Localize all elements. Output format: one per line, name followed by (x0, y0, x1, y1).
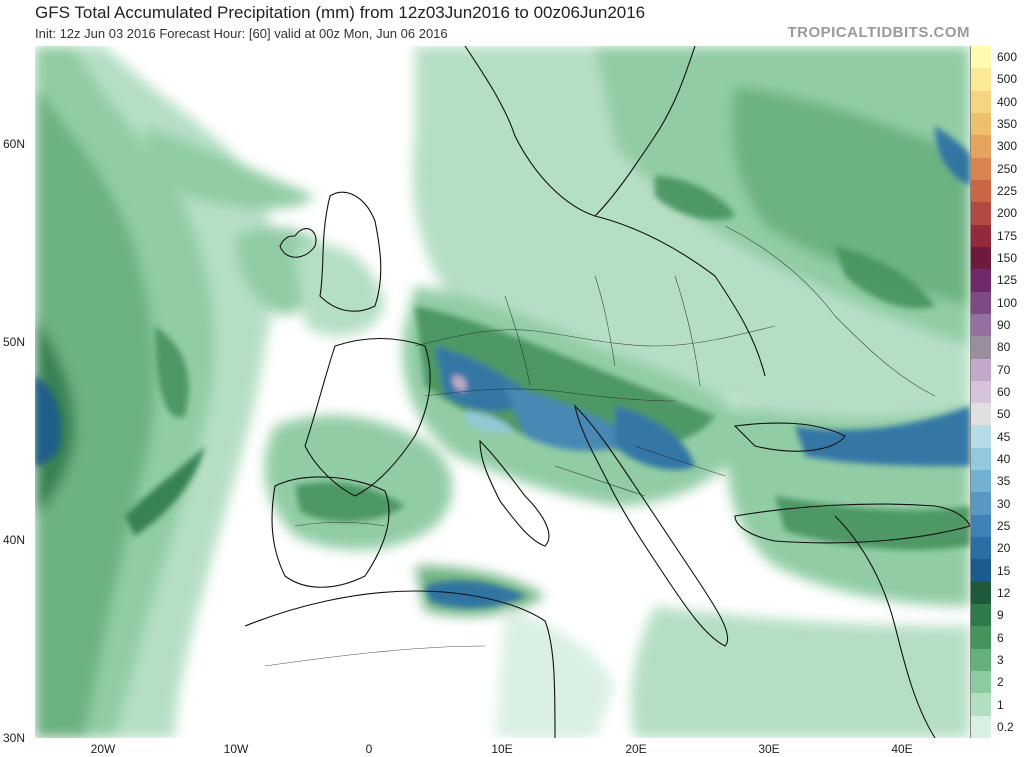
scale-swatch (971, 559, 991, 583)
scale-label: 150 (997, 251, 1018, 266)
lat-label-30n: 30N (3, 731, 26, 745)
scale-swatch (971, 46, 991, 69)
map-title: GFS Total Accumulated Precipitation (mm)… (35, 3, 646, 22)
scale-swatch (971, 157, 991, 181)
coastlines (244, 46, 970, 738)
scale-swatch (971, 90, 991, 114)
scale-swatch (971, 179, 991, 203)
scale-label: 100 (997, 295, 1018, 310)
lon-label-30e: 30E (758, 742, 780, 756)
scale-swatch (971, 403, 991, 426)
scale-label: 350 (997, 117, 1018, 132)
scale-swatch (971, 626, 991, 650)
scale-swatch (971, 380, 991, 404)
scale-swatch (971, 425, 991, 449)
scale-swatch (971, 135, 991, 159)
map-subtitle: Init: 12z Jun 03 2016 Forecast Hour: [60… (35, 26, 448, 41)
scale-label: 6 (997, 630, 1004, 645)
scale-swatch (971, 202, 991, 226)
scale-swatch (971, 604, 991, 627)
scale-swatch (971, 68, 991, 92)
brand-watermark: TROPICALTIDBITS.COM (787, 24, 970, 41)
scale-label: 12 (997, 585, 1011, 600)
scale-label: 250 (997, 161, 1018, 176)
scale-swatch (971, 514, 991, 538)
scale-label: 20 (997, 541, 1011, 556)
scale-swatch (971, 648, 991, 672)
country-borders (264, 225, 936, 667)
scale-label: 70 (997, 362, 1011, 377)
scale-swatch (971, 671, 991, 694)
scale-swatch (971, 313, 991, 337)
scale-label: 90 (997, 318, 1011, 333)
scale-swatch (971, 358, 991, 382)
scale-label: 35 (997, 474, 1011, 489)
color-scale (970, 46, 991, 739)
scale-swatch (971, 581, 991, 605)
scale-label: 80 (997, 340, 1011, 355)
scale-label: 9 (997, 608, 1004, 623)
scale-label: 50 (997, 407, 1011, 422)
lon-label-40e: 40E (891, 742, 913, 756)
lat-label-60n: 60N (3, 137, 26, 151)
map-canvas (35, 46, 970, 738)
scale-swatch (971, 492, 991, 516)
scale-swatch (971, 537, 991, 560)
precipitation-map (35, 46, 970, 738)
scale-swatch (971, 112, 991, 136)
scale-label: 45 (997, 429, 1011, 444)
scale-label: 2 (997, 675, 1004, 690)
scale-label: 600 (997, 50, 1018, 65)
lon-label-10w: 10W (223, 742, 249, 756)
scale-label: 400 (997, 94, 1018, 109)
lon-label-20e: 20E (625, 742, 647, 756)
lon-label-10e: 10E (491, 742, 513, 756)
lat-label-40n: 40N (3, 533, 26, 547)
scale-label: 15 (997, 563, 1011, 578)
scale-label: 300 (997, 139, 1018, 154)
scale-label: 225 (997, 184, 1018, 199)
scale-label: 25 (997, 518, 1011, 533)
scale-label: 125 (997, 273, 1018, 288)
scale-label: 175 (997, 228, 1018, 243)
scale-swatch (971, 715, 991, 739)
scale-swatch (971, 693, 991, 717)
scale-swatch (971, 470, 991, 493)
scale-swatch (971, 291, 991, 315)
scale-swatch (971, 269, 991, 293)
scale-label: 3 (997, 652, 1004, 667)
scale-label: 200 (997, 206, 1018, 221)
header: GFS Total Accumulated Precipitation (mm)… (0, 0, 1024, 46)
precip-moderate (35, 126, 970, 608)
lon-label-20w: 20W (90, 742, 116, 756)
scale-label: 500 (997, 72, 1018, 87)
scale-label: 60 (997, 385, 1011, 399)
scale-label: 30 (997, 496, 1011, 511)
scale-label: 1 (997, 697, 1004, 712)
scale-label: 40 (997, 451, 1011, 466)
scale-swatch (971, 336, 991, 359)
scale-swatch (971, 246, 991, 270)
scale-swatch (971, 224, 991, 248)
scale-label: 0.2 (997, 719, 1014, 734)
scale-swatch (971, 447, 991, 471)
lon-label-0: 0 (365, 742, 373, 756)
lat-label-50n: 50N (3, 335, 26, 349)
